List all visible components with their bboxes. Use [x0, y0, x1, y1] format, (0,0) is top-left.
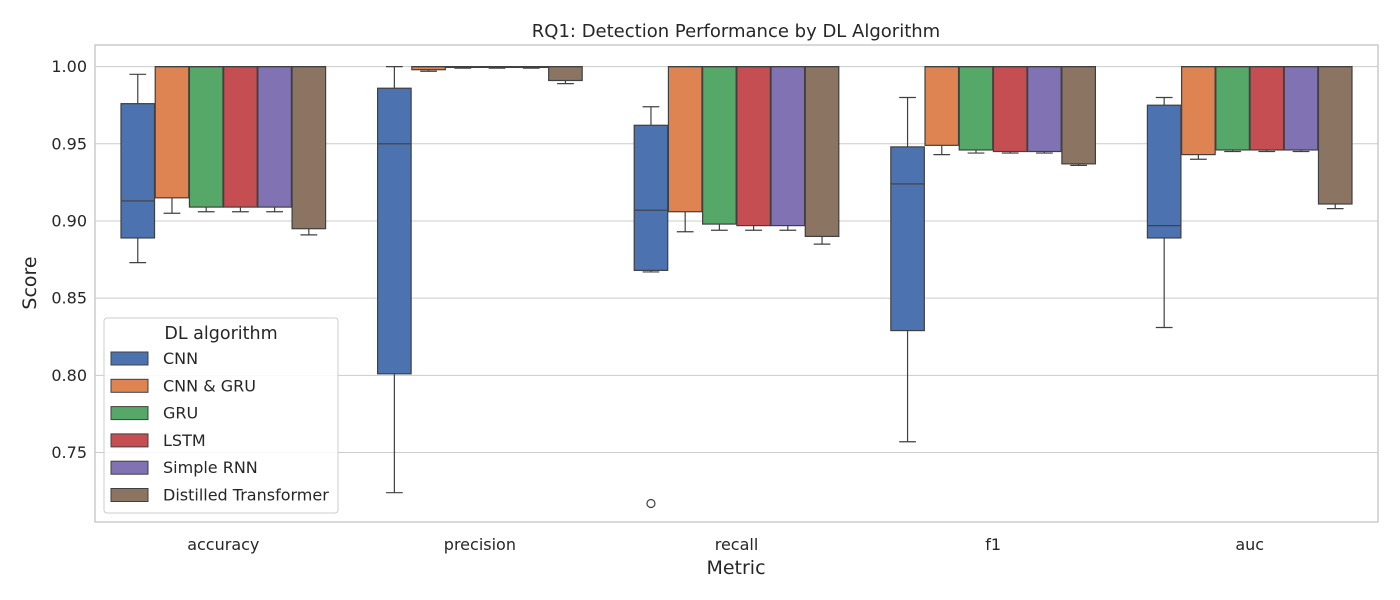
box-3-3: [992, 66, 1028, 154]
box-body: [120, 103, 156, 239]
x-tick-label: f1: [985, 535, 1001, 554]
box-body: [1027, 66, 1062, 153]
legend-label-2: GRU: [163, 404, 198, 423]
box-body: [924, 66, 960, 146]
box-body: [804, 66, 840, 238]
legend-label-3: LSTM: [163, 431, 206, 450]
legend-items: CNN CNN & GRU GRU LSTM Simple RNN Distilled T…: [110, 349, 329, 505]
legend-title: DL algorithm: [164, 324, 277, 344]
box-2-5: [804, 66, 840, 245]
y-tick-label: 0.95: [51, 134, 87, 153]
box-2-1: [667, 66, 703, 233]
box-body: [377, 87, 412, 375]
box-body: [633, 124, 669, 271]
legend-label-0: CNN: [163, 349, 198, 368]
box-3-4: [1027, 66, 1062, 154]
box-0-0: [120, 73, 156, 264]
box-1-2: [445, 66, 481, 69]
box-0-1: [154, 66, 190, 214]
legend-swatch-2: [110, 406, 149, 421]
box-1-3: [479, 66, 515, 69]
box-body: [1249, 66, 1285, 151]
box-2-4: [770, 66, 806, 231]
legend-swatch-3: [110, 433, 149, 448]
box-2-3: [736, 66, 771, 231]
plot-frame: [94, 44, 1379, 523]
legend-label-1: CNN & GRU: [163, 376, 256, 395]
y-axis-label: Score: [19, 256, 41, 309]
box-body: [188, 66, 224, 208]
y-tick-label: 0.85: [51, 289, 87, 308]
box-body: [1181, 66, 1216, 156]
box-body: [1317, 66, 1353, 205]
box-body: [1283, 66, 1319, 151]
box-4-1: [1181, 66, 1216, 160]
box-body: [667, 66, 703, 213]
box-body: [291, 66, 327, 230]
box-0-3: [223, 66, 258, 213]
x-axis-label: Metric: [706, 557, 765, 579]
box-4-4: [1283, 66, 1319, 153]
x-tick-label: auc: [1235, 535, 1264, 554]
box-4-3: [1249, 66, 1285, 153]
box-1-5: [548, 66, 583, 85]
legend-label-5: Distilled Transformer: [163, 486, 329, 505]
x-tick-label: precision: [444, 535, 516, 554]
box-body: [223, 66, 258, 208]
outlier-point: [646, 498, 656, 509]
box-series: [120, 66, 1353, 509]
box-body: [548, 66, 583, 82]
box-body: [736, 66, 771, 227]
y-tick-label: 0.80: [51, 366, 87, 385]
box-3-2: [958, 66, 994, 154]
box-body: [992, 66, 1028, 153]
box-3-1: [924, 66, 960, 156]
box-body: [1215, 66, 1250, 151]
box-body: [702, 66, 737, 225]
box-body: [1061, 66, 1096, 165]
legend: DL algorithm CNN CNN & GRU GRU LSTM Simple R…: [103, 317, 339, 514]
box-1-4: [513, 66, 549, 69]
box-body: [257, 66, 292, 208]
box-body: [890, 146, 925, 332]
box-2-0: [633, 106, 669, 509]
box-body: [1146, 104, 1182, 239]
x-tick-label: recall: [715, 535, 759, 554]
legend-swatch-5: [110, 488, 149, 502]
box-body: [770, 66, 806, 227]
legend-swatch-0: [110, 351, 149, 366]
box-3-5: [1061, 66, 1096, 167]
legend-frame: [103, 317, 339, 514]
legend-label-4: Simple RNN: [163, 458, 258, 477]
box-body: [154, 66, 190, 199]
box-0-4: [257, 66, 292, 213]
box-4-5: [1317, 66, 1353, 210]
x-tick-label: accuracy: [187, 535, 259, 554]
box-3-0: [890, 96, 925, 443]
y-tick-label: 1.00: [51, 57, 87, 76]
y-tick-label: 0.90: [51, 211, 87, 230]
chart-title: RQ1: Detection Performance by DL Algorit…: [532, 21, 940, 42]
box-1-0: [377, 66, 412, 494]
box-2-2: [702, 66, 737, 231]
box-0-2: [188, 66, 224, 213]
box-1-1: [411, 66, 446, 72]
axis-ticks: 0.75 0.80 0.85 0.90 0.95 1.00 accuracy precisio…: [51, 57, 1264, 554]
y-tick-label: 0.75: [51, 443, 87, 462]
box-body: [958, 66, 994, 151]
box-0-5: [291, 66, 327, 236]
box-4-2: [1215, 66, 1250, 153]
legend-swatch-4: [110, 460, 149, 475]
legend-swatch-1: [110, 378, 149, 393]
box-4-0: [1146, 96, 1182, 329]
